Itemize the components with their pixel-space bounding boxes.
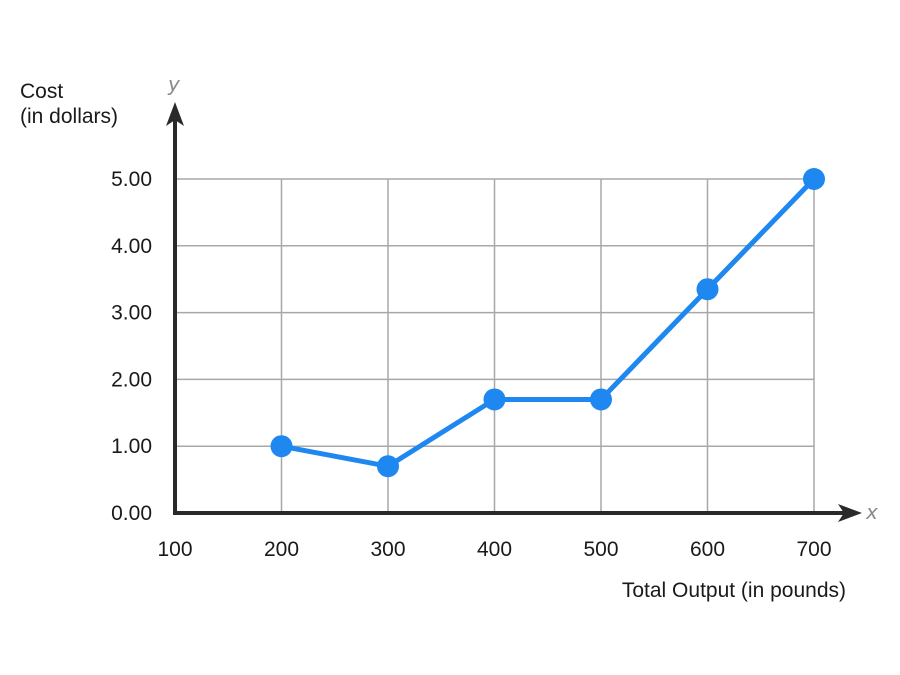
y-axis-arrowhead: [166, 102, 184, 126]
x-tick-label: 700: [796, 538, 831, 561]
y-tick-label: 0.00: [111, 502, 152, 525]
grid: [175, 178, 815, 513]
axes: [166, 102, 862, 522]
y-tick-label: 3.00: [111, 302, 152, 325]
x-axis-title: Total Output (in pounds): [622, 579, 846, 602]
x-tick-label: 100: [157, 538, 192, 561]
x-tick-label: 600: [690, 538, 725, 561]
x-tick-label: 400: [477, 538, 512, 561]
y-axis-title-line1: Cost: [20, 80, 63, 103]
series-line: [279, 176, 817, 469]
data-point: [803, 168, 825, 190]
y-tick-label: 4.00: [111, 235, 152, 258]
series: [270, 168, 825, 478]
data-point: [483, 388, 506, 411]
x-tick-label: 500: [583, 538, 618, 561]
data-point: [696, 278, 719, 301]
x-axis-arrowhead: [838, 504, 862, 522]
y-tick-label: 1.00: [111, 435, 152, 458]
data-point: [377, 455, 399, 478]
y-axis-title-line2: (in dollars): [20, 105, 118, 128]
x-tick-label: 200: [264, 538, 299, 561]
tick-labels: 0.00 1.00 2.00 3.00 4.00 5.00 100 200 300 400 500 6…: [111, 168, 831, 561]
x-tick-label: 300: [370, 538, 405, 561]
data-point: [590, 388, 612, 411]
y-tick-label: 2.00: [111, 368, 152, 391]
x-axis-letter: x: [865, 500, 878, 524]
data-point: [270, 435, 293, 458]
y-axis-letter: y: [167, 72, 181, 96]
y-tick-label: 5.00: [111, 168, 152, 191]
